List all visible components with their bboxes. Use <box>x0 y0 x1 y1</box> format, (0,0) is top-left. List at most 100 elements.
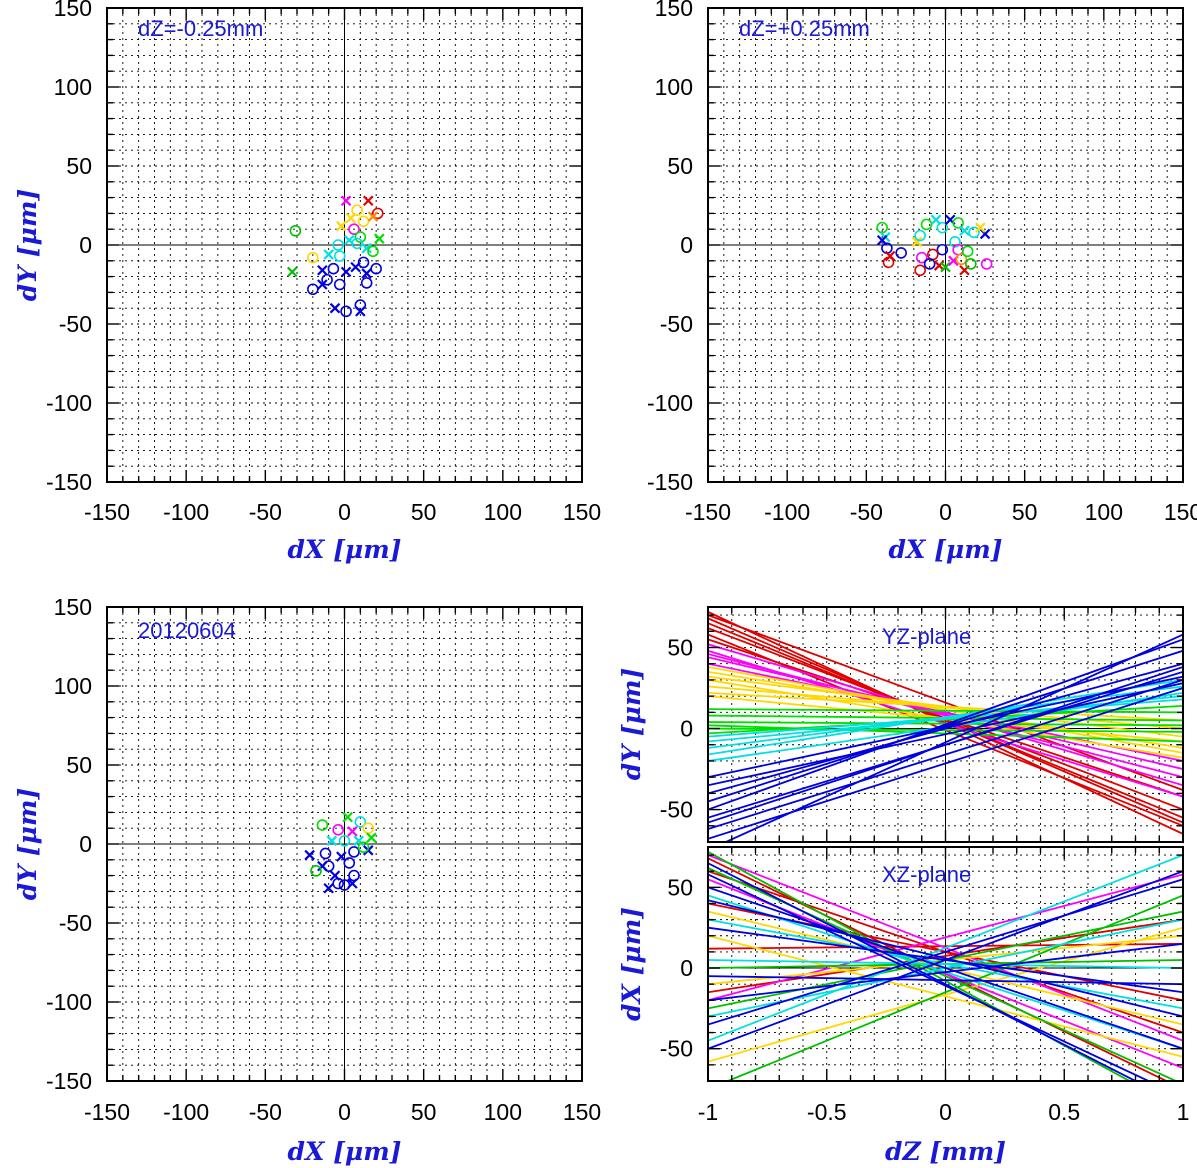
data-point-cross <box>336 851 347 862</box>
ticks <box>707 847 1184 1082</box>
data-point-circle <box>882 256 895 269</box>
series-line <box>708 682 1183 787</box>
series-line <box>708 862 1138 1081</box>
x-tick-label: -100 <box>163 499 209 525</box>
data-point-circle <box>895 247 907 259</box>
x-tick-label: 50 <box>1012 499 1038 525</box>
data-point-circle <box>316 819 329 831</box>
x-tick-label: -50 <box>249 1099 282 1125</box>
y-tick-label: 100 <box>54 74 92 100</box>
x-tick-label: -100 <box>163 1099 209 1125</box>
x-tick-label: 1 <box>1177 1099 1190 1125</box>
x-tick-label: -150 <box>685 499 731 525</box>
series-line <box>708 873 1151 1081</box>
data-point-cross <box>342 811 353 823</box>
x-tick-label: 50 <box>411 499 437 525</box>
x-tick-label: 100 <box>484 1099 522 1125</box>
grid <box>107 8 582 482</box>
series-line <box>708 873 1183 1002</box>
series-line <box>708 638 1183 811</box>
series-line <box>708 926 1183 1063</box>
data-point-cross <box>304 849 315 861</box>
x-tick-label: 150 <box>563 499 601 525</box>
series-line <box>708 653 1183 779</box>
x-tick-label: 0.5 <box>1048 1099 1080 1125</box>
data-point-cross <box>340 195 352 207</box>
data-point-circle <box>936 221 949 234</box>
data-point-cross <box>323 882 334 894</box>
data-point-circle <box>310 865 322 877</box>
x-tick-label: -1 <box>698 1099 718 1125</box>
ticks <box>707 7 1184 483</box>
series-line <box>708 934 1183 1058</box>
data-point-cross <box>317 265 328 276</box>
y-tick-label: 150 <box>54 594 92 620</box>
x-tick-label: -50 <box>850 499 883 525</box>
data-point-cross <box>361 242 372 254</box>
x-tick-label: -150 <box>84 1099 130 1125</box>
series-line <box>708 854 1183 1042</box>
data-point-circle <box>348 869 360 882</box>
y-tick-label: -50 <box>660 1036 693 1062</box>
y-tick-label: -50 <box>660 797 693 823</box>
y-tick-label: 50 <box>66 752 92 778</box>
data-point-circle <box>351 204 363 217</box>
data-point-cross <box>340 266 352 278</box>
x-axis-label: dZ [mm] <box>885 1137 1006 1166</box>
data-layer <box>876 214 993 277</box>
panel-annotation: dZ=+0.25mm <box>739 16 870 41</box>
data-layer <box>708 851 1183 1081</box>
data-point-cross <box>329 302 341 314</box>
x-axis-label: dX [μm] <box>889 535 1003 564</box>
panel-annotation: 20120604 <box>138 618 236 643</box>
y-tick-label: -150 <box>46 1068 92 1094</box>
y-tick-label: 150 <box>54 0 92 21</box>
x-tick-label: 0 <box>338 1099 351 1125</box>
data-point-circle <box>980 258 993 270</box>
panel-2: 150 100 50 0 -50 -100 -150 -150 -100 -50 0 50 100 150… <box>647 0 1197 564</box>
y-axis-label: dX [μm] <box>617 907 646 1021</box>
data-point-cross <box>911 236 923 248</box>
y-tick-label: 100 <box>655 74 693 100</box>
panel-3: 150 100 50 0 -50 -100 -150 -150 -100 -50 0 50 100 150… <box>13 594 601 1166</box>
grid <box>107 607 582 1081</box>
data-point-cross <box>345 212 357 224</box>
data-point-circle <box>370 262 382 275</box>
data-point-circle <box>923 258 936 270</box>
y-tick-label: 100 <box>54 673 92 699</box>
data-point-circle <box>343 857 356 869</box>
series-line <box>708 899 1183 1018</box>
x-tick-label: 50 <box>411 1099 437 1125</box>
data-point-cross <box>353 835 365 847</box>
y-axis-label: dY [μm] <box>13 189 42 301</box>
y-tick-label: -100 <box>46 390 92 416</box>
data-point-cross <box>347 826 358 837</box>
data-point-cross <box>366 832 377 843</box>
data-layer <box>304 811 377 894</box>
data-point-circle <box>367 245 379 258</box>
series-line <box>708 687 1183 840</box>
data-point-circle <box>955 253 968 266</box>
data-point-circle <box>332 239 344 251</box>
series-line <box>708 679 1183 830</box>
data-point-circle <box>357 215 370 228</box>
data-point-cross <box>355 306 366 317</box>
panel-4: 50 0 -50 dY [μm] YZ-plane <box>617 606 1184 843</box>
series-line <box>708 708 1183 714</box>
data-point-cross <box>326 835 338 847</box>
y-axis-label: dY [μm] <box>617 668 646 780</box>
series-line <box>708 975 1183 986</box>
y-tick-label: 0 <box>79 831 92 857</box>
data-point-cross <box>336 220 347 232</box>
y-tick-label: -50 <box>660 311 693 337</box>
x-tick-label: 100 <box>1085 499 1123 525</box>
panel-1: 150 100 50 0 -50 -100 -150 -150 -100 -50 0 50 100 150… <box>13 0 601 564</box>
data-point-cross <box>362 195 374 207</box>
x-tick-label: 100 <box>484 499 522 525</box>
data-point-cross <box>959 225 970 237</box>
y-tick-label: 50 <box>667 153 693 179</box>
data-point-circle <box>354 231 367 243</box>
ticks <box>707 607 1184 843</box>
panel-annotation: dZ=-0.25mm <box>138 16 263 41</box>
